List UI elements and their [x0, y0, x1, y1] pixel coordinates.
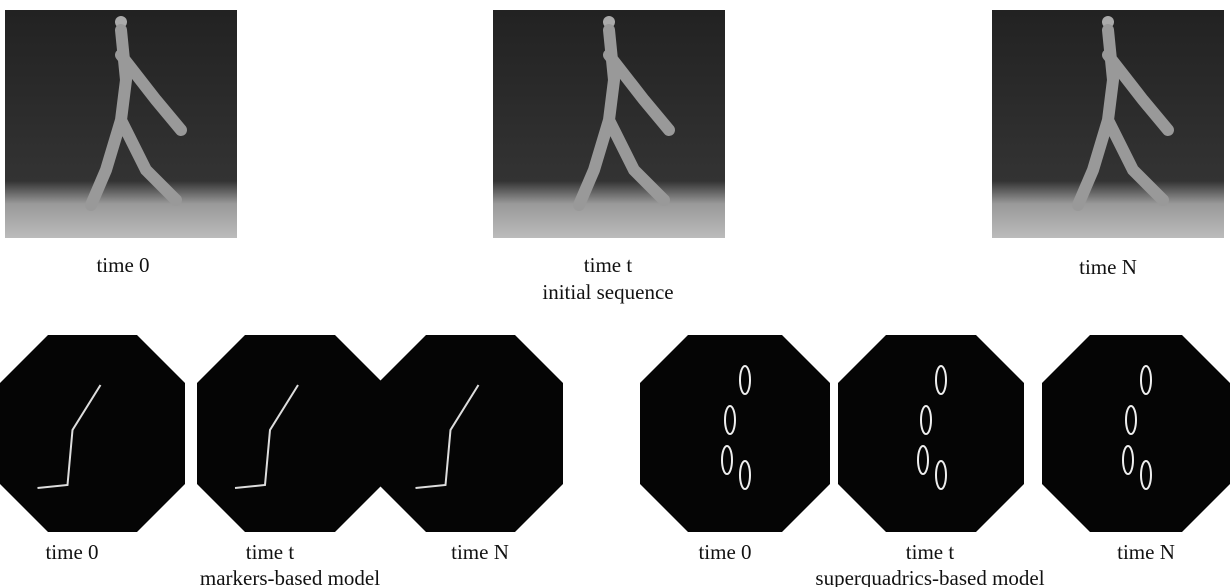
model-frame: [640, 335, 830, 532]
frame-caption: time t: [906, 540, 955, 564]
frame-caption: time 0: [96, 253, 149, 277]
superquadric: [721, 445, 733, 475]
frame-caption: time t: [584, 253, 633, 277]
superquadric: [920, 405, 932, 435]
model-frame: [1042, 335, 1230, 532]
frame-caption: time t: [246, 540, 295, 564]
superquadric: [1125, 405, 1137, 435]
superquadric: [935, 460, 947, 490]
superquadric: [935, 365, 947, 395]
group-caption: initial sequence: [542, 280, 673, 304]
stick-model: [37, 384, 102, 489]
superquadric: [1122, 445, 1134, 475]
superquadric: [739, 365, 751, 395]
group-caption: superquadrics-based model: [815, 566, 1044, 587]
superquadric: [724, 405, 736, 435]
group-caption: markers-based model: [200, 566, 380, 587]
superquadric: [1140, 460, 1152, 490]
model-frame: [378, 335, 563, 532]
superquadric: [1140, 365, 1152, 395]
frame-caption: time N: [451, 540, 509, 564]
mannequin-body: [573, 24, 675, 211]
mannequin-body: [1072, 24, 1174, 211]
superquadric: [917, 445, 929, 475]
frame-caption: time 0: [45, 540, 98, 564]
frame-caption: time N: [1079, 255, 1137, 279]
mannequin-body: [85, 24, 187, 211]
model-frame: [0, 335, 185, 532]
stick-model: [415, 384, 480, 489]
stick-model: [234, 384, 299, 489]
superquadric: [739, 460, 751, 490]
model-frame: [838, 335, 1024, 532]
model-frame: [197, 335, 383, 532]
frame-caption: time 0: [698, 540, 751, 564]
frame-caption: time N: [1117, 540, 1175, 564]
